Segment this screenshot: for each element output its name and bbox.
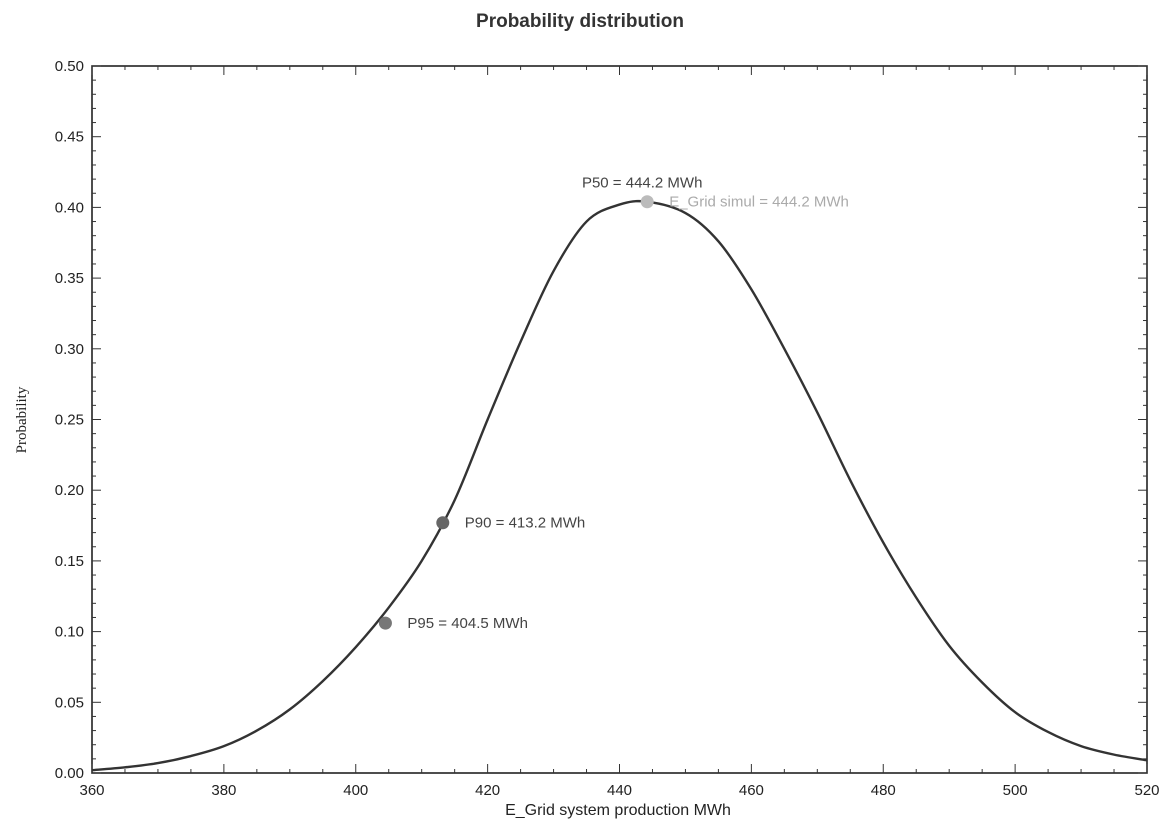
x-tick-label: 420 [475,782,500,799]
x-tick-label: 400 [343,782,368,799]
plot-area: 0.00 0.05 0.10 0.15 0.20 0.25 0.30 0.35 0.40 0.45… [55,58,1160,799]
annotation-marker [436,516,450,530]
x-tick-label: 460 [739,782,764,799]
y-axis-title: Probability [14,386,30,453]
x-tick-label: 480 [871,782,896,799]
y-tick-label: 0.20 [55,482,84,499]
annotation-label: E_Grid simul = 444.2 MWh [669,194,849,211]
x-tick-label: 380 [211,782,236,799]
y-tick-label: 0.40 [55,199,84,216]
x-axis-title: E_Grid system production MWh [505,802,731,819]
plot-frame [91,65,1148,774]
annotation-marker [378,616,392,630]
annotation-label: P95 = 404.5 MWh [407,615,527,632]
x-tick-label: 520 [1134,782,1159,799]
x-tick-label: 440 [607,782,632,799]
y-tick-label: 0.25 [55,412,84,429]
x-tick-label: 500 [1003,782,1028,799]
x-tick-label: 360 [79,782,104,799]
y-tick-label: 0.30 [55,341,84,358]
annotation-marker [640,195,654,209]
y-tick-label: 0.35 [55,270,84,287]
series-line [91,199,1148,772]
y-tick-label: 0.50 [55,58,84,75]
y-tick-label: 0.15 [55,553,84,570]
annotation-label: P50 = 444.2 MWh [582,175,702,192]
y-tick-label: 0.10 [55,624,84,641]
chart-title: Probability distribution [476,11,684,32]
y-tick-label: 0.00 [55,765,84,782]
y-tick-label: 0.45 [55,129,84,146]
annotation-label: P90 = 413.2 MWh [465,515,585,532]
y-tick-label: 0.05 [55,694,84,711]
